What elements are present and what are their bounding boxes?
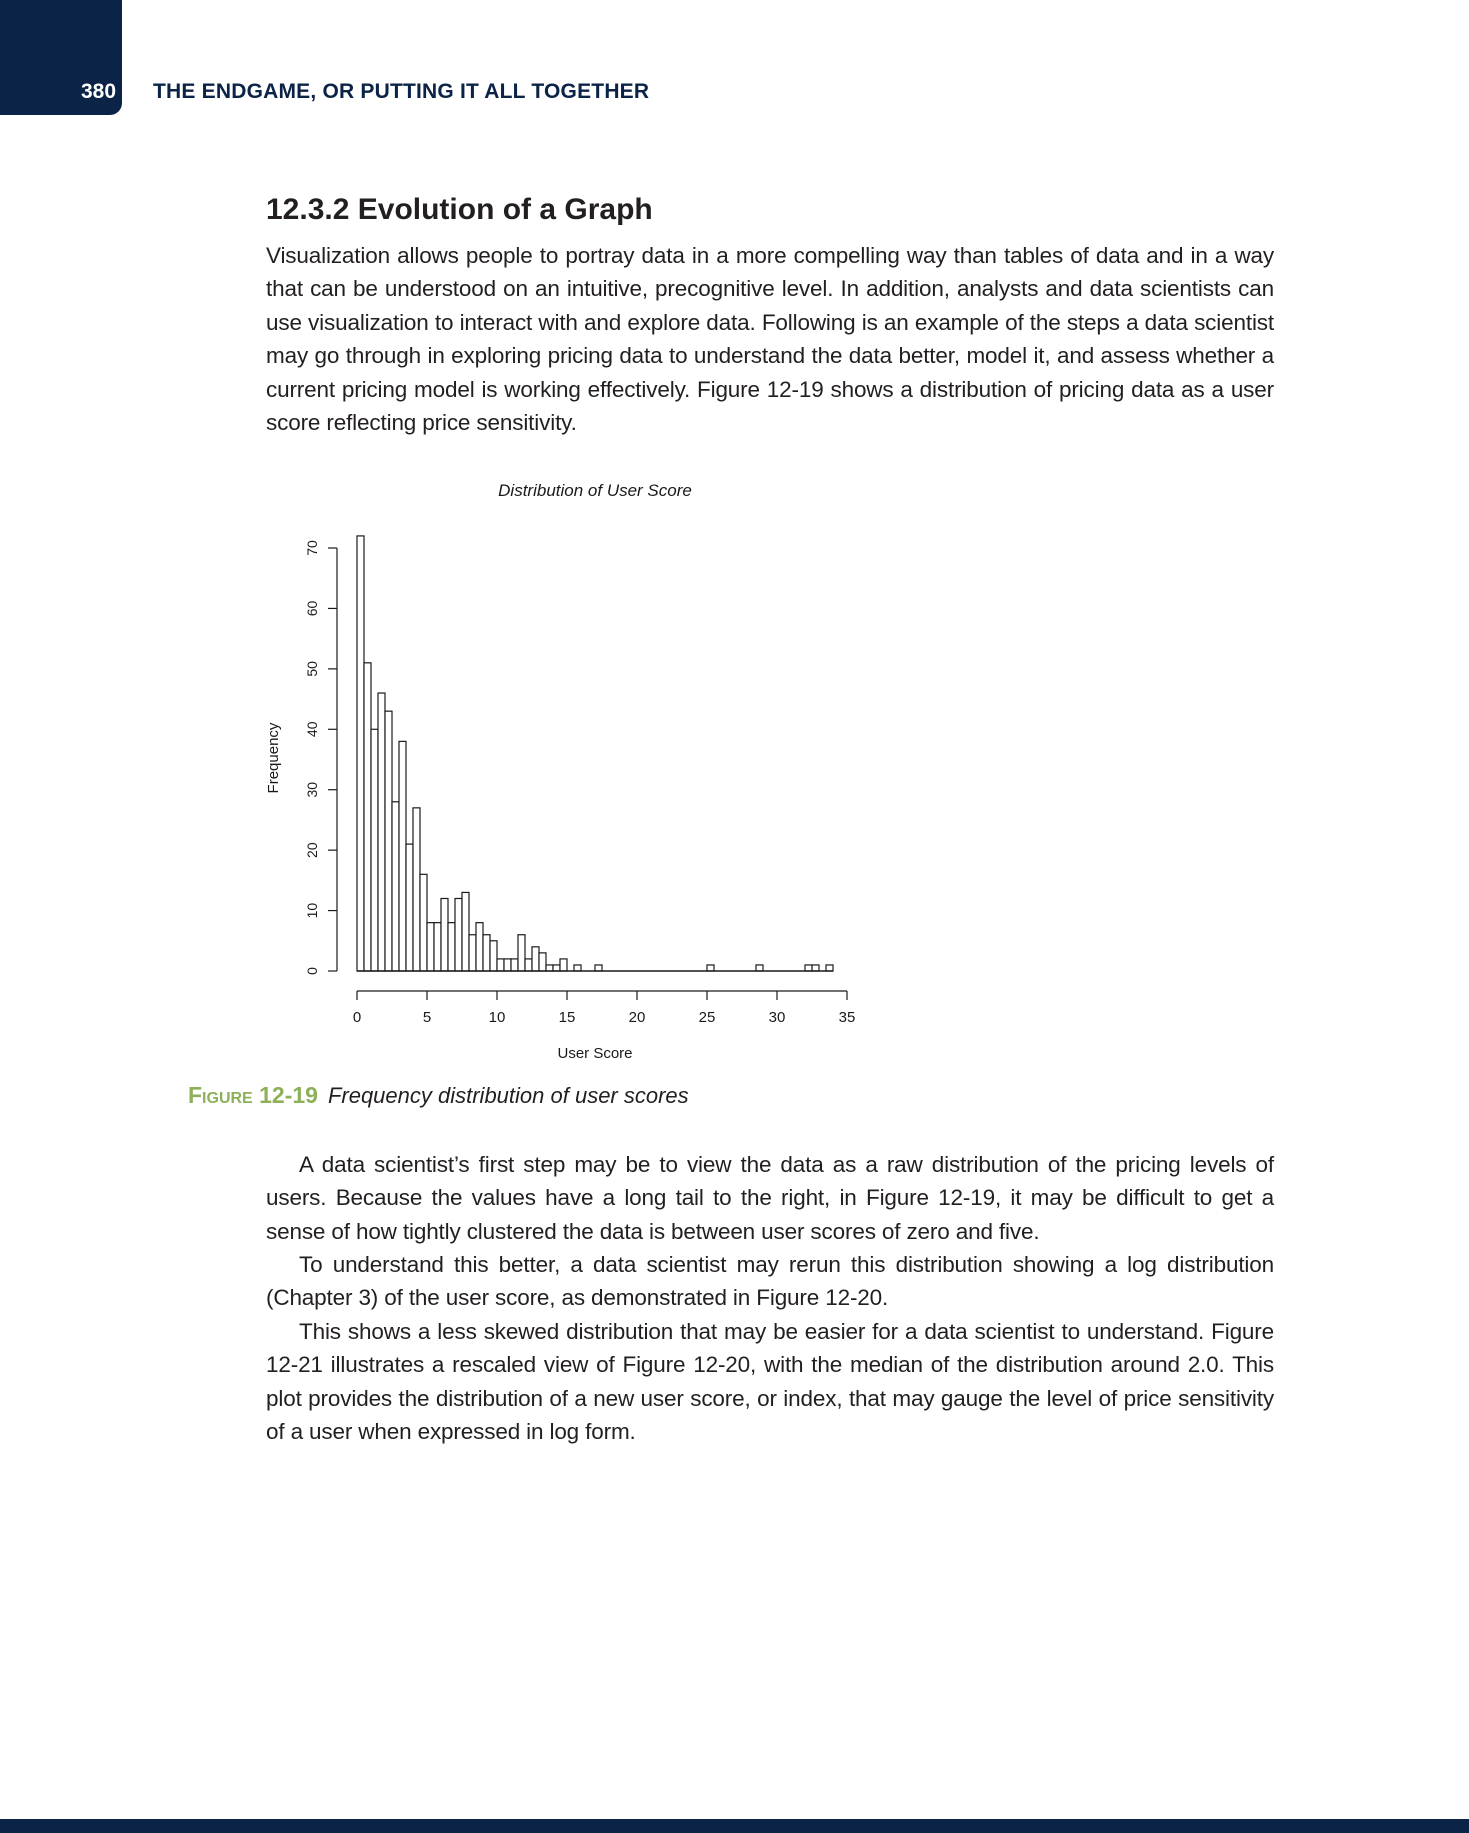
histogram-bar xyxy=(384,710,393,972)
histogram-bar xyxy=(755,964,764,972)
histogram-bar xyxy=(482,934,491,972)
histogram-bar xyxy=(391,801,400,972)
histogram-bar xyxy=(426,922,435,972)
figure-caption-text: Frequency distribution of user scores xyxy=(327,1083,689,1108)
histogram-bar xyxy=(356,535,365,972)
histogram-bar xyxy=(419,873,428,972)
x-tick-label: 25 xyxy=(699,1009,716,1026)
histogram-bar xyxy=(447,922,456,972)
histogram-bar xyxy=(545,964,554,972)
page-number-tab xyxy=(0,0,122,115)
section-title: 12.3.2 Evolution of a Graph xyxy=(266,193,653,226)
histogram-bar xyxy=(475,922,484,972)
histogram-bar xyxy=(573,964,582,972)
figure-label: Figure 12-19 xyxy=(188,1082,318,1108)
histogram-bar xyxy=(433,922,442,972)
histogram-bar xyxy=(489,940,498,972)
intro-paragraph: Visualization allows people to portray d… xyxy=(266,243,1274,436)
running-head: THE ENDGAME, OR PUTTING IT ALL TOGETHER xyxy=(153,80,650,103)
histogram-bar xyxy=(517,934,526,972)
histogram-bar xyxy=(559,958,568,972)
y-tick-label: 60 xyxy=(304,600,320,616)
chart-x-axis-label: User Score xyxy=(557,1045,632,1062)
histogram-chart: Distribution of User Score Frequency Use… xyxy=(265,481,855,1062)
histogram-bar xyxy=(594,964,603,972)
histogram-bar xyxy=(461,891,470,972)
histogram-bars xyxy=(356,535,834,972)
y-tick-label: 50 xyxy=(304,661,320,677)
histogram-bar xyxy=(706,964,715,972)
chart-y-axis-label: Frequency xyxy=(265,722,282,793)
x-tick-label: 5 xyxy=(423,1009,431,1026)
histogram-bar xyxy=(804,964,813,972)
histogram-bar xyxy=(398,740,407,972)
y-tick-label: 40 xyxy=(304,721,320,737)
histogram-bar xyxy=(454,897,463,972)
y-tick-label: 20 xyxy=(304,842,320,858)
y-tick-label: 30 xyxy=(304,782,320,798)
x-tick-label: 20 xyxy=(629,1009,646,1026)
histogram-bar xyxy=(405,843,414,972)
chart-title: Distribution of User Score xyxy=(498,481,692,500)
histogram-bar xyxy=(510,958,519,972)
y-tick-label: 0 xyxy=(304,967,320,975)
histogram-bar xyxy=(811,964,820,972)
histogram-bar xyxy=(496,958,505,972)
x-tick-label: 0 xyxy=(353,1009,361,1026)
figure-caption: Figure 12-19 Frequency distribution of us… xyxy=(188,1082,689,1109)
histogram-bar xyxy=(552,964,561,972)
x-tick-label: 30 xyxy=(769,1009,786,1026)
histogram-bar xyxy=(440,897,449,972)
histogram-bar xyxy=(412,807,421,972)
body-paragraph-3: This shows a less skewed distribution th… xyxy=(266,1319,1274,1445)
y-tick-label: 10 xyxy=(304,903,320,919)
histogram-bar xyxy=(377,692,386,972)
figure-12-19: Distribution of User Score Frequency Use… xyxy=(260,470,870,1070)
histogram-bar xyxy=(825,964,834,972)
histogram-bar xyxy=(538,952,547,972)
body-paragraph-2: To understand this better, a data scient… xyxy=(266,1252,1274,1311)
y-tick-label: 70 xyxy=(304,540,320,556)
histogram-bar xyxy=(524,958,533,972)
footer-bar xyxy=(0,1819,1469,1833)
histogram-bar xyxy=(363,662,372,972)
histogram-bar xyxy=(370,728,379,972)
chart-axes: 0 10 20 30 40 50 60 70 0 5 10 15 20 25 30 35 xyxy=(304,540,855,1026)
x-tick-label: 10 xyxy=(489,1009,506,1026)
body-paragraph-1: A data scientist’s first step may be to … xyxy=(266,1152,1274,1244)
histogram-bar xyxy=(503,958,512,972)
histogram-bar xyxy=(531,946,540,972)
x-tick-label: 35 xyxy=(839,1009,856,1026)
page-number: 380 xyxy=(81,80,117,103)
x-tick-label: 15 xyxy=(559,1009,576,1026)
histogram-bar xyxy=(468,934,477,972)
